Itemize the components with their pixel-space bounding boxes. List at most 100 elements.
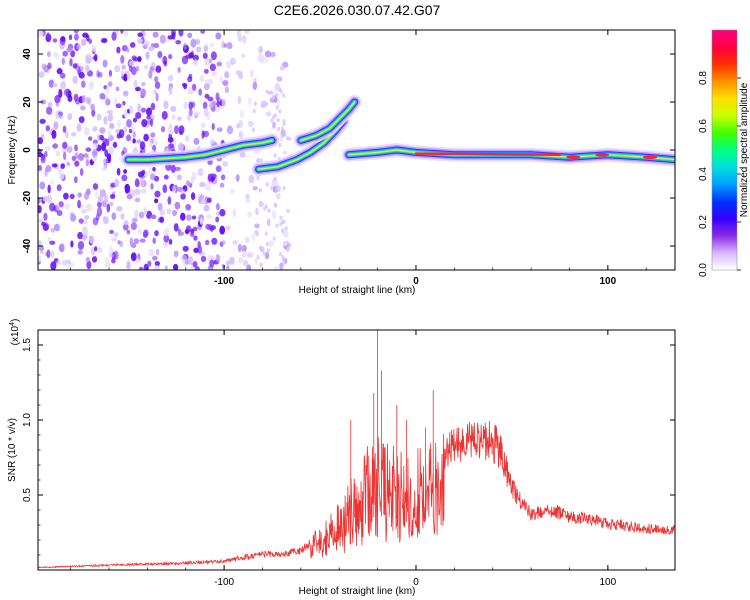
noise-speckle bbox=[265, 111, 272, 117]
noise-speckle bbox=[134, 188, 141, 196]
noise-speckle bbox=[177, 186, 183, 192]
noise-speckle bbox=[119, 240, 124, 248]
noise-speckle bbox=[211, 122, 215, 131]
top-y-tick-label: 40 bbox=[22, 48, 33, 60]
noise-speckle bbox=[207, 96, 214, 102]
noise-speckle bbox=[154, 140, 158, 146]
ridge-peak bbox=[643, 155, 658, 159]
noise-speckle bbox=[215, 92, 220, 102]
noise-speckle bbox=[150, 132, 156, 138]
noise-speckle bbox=[126, 47, 130, 53]
noise-speckle bbox=[131, 123, 135, 133]
noise-speckle bbox=[106, 109, 113, 115]
noise-speckle bbox=[226, 42, 233, 50]
noise-speckle bbox=[155, 65, 162, 73]
noise-speckle bbox=[83, 227, 89, 237]
chart-title: C2E6.2026.030.07.42.G07 bbox=[274, 2, 441, 18]
noise-speckle bbox=[178, 30, 184, 37]
noise-speckle bbox=[149, 66, 155, 73]
noise-speckle bbox=[226, 265, 230, 270]
noise-speckle bbox=[209, 43, 215, 48]
noise-speckle bbox=[192, 54, 200, 61]
noise-speckle bbox=[206, 214, 213, 219]
noise-speckle bbox=[159, 216, 165, 223]
noise-speckle bbox=[181, 254, 187, 262]
noise-speckle bbox=[131, 66, 137, 76]
noise-speckle bbox=[155, 248, 160, 256]
ridge-peak bbox=[595, 153, 610, 157]
noise-speckle bbox=[60, 80, 67, 90]
noise-speckle bbox=[154, 198, 159, 204]
bottom-x-axis-label: Height of straight line (km) bbox=[299, 586, 416, 597]
noise-speckle bbox=[226, 260, 231, 266]
noise-speckle bbox=[144, 40, 150, 48]
noise-speckle bbox=[274, 185, 281, 193]
noise-speckle bbox=[252, 185, 258, 191]
noise-speckle bbox=[173, 223, 179, 232]
noise-speckle bbox=[236, 30, 241, 37]
noise-speckle bbox=[202, 130, 210, 138]
noise-speckle bbox=[170, 30, 176, 37]
noise-speckle bbox=[209, 225, 214, 232]
noise-speckle bbox=[229, 256, 235, 265]
noise-speckle bbox=[264, 231, 268, 236]
noise-speckle bbox=[193, 137, 200, 145]
noise-speckle bbox=[279, 89, 283, 94]
noise-speckle bbox=[73, 93, 79, 102]
noise-speckle bbox=[97, 195, 103, 203]
noise-speckle bbox=[51, 129, 57, 139]
noise-speckle bbox=[276, 117, 280, 123]
noise-speckle bbox=[252, 108, 256, 114]
noise-speckle bbox=[248, 96, 252, 106]
noise-speckle bbox=[107, 113, 114, 122]
noise-speckle bbox=[126, 119, 132, 128]
noise-speckle bbox=[123, 30, 129, 38]
noise-speckle bbox=[157, 51, 163, 59]
noise-speckle bbox=[138, 266, 144, 270]
noise-speckle bbox=[288, 136, 292, 141]
noise-speckle bbox=[247, 120, 254, 128]
noise-speckle bbox=[46, 51, 51, 58]
noise-speckle bbox=[275, 193, 281, 200]
noise-speckle bbox=[152, 166, 156, 172]
noise-speckle bbox=[281, 257, 286, 262]
noise-speckle bbox=[52, 82, 58, 88]
noise-speckle bbox=[145, 107, 153, 116]
noise-speckle bbox=[166, 208, 172, 215]
noise-speckle bbox=[191, 83, 197, 91]
noise-speckle bbox=[168, 143, 174, 149]
noise-speckle bbox=[264, 101, 269, 107]
noise-speckle bbox=[204, 58, 211, 66]
noise-speckle bbox=[41, 133, 45, 139]
noise-speckle bbox=[272, 236, 276, 241]
snr-panel: -100 0 100 0.5 1.0 1.5 Height of straigh… bbox=[7, 319, 676, 597]
noise-speckle bbox=[273, 202, 277, 207]
noise-speckle bbox=[267, 218, 271, 227]
noise-speckle bbox=[152, 31, 159, 38]
top-y-axis-label: Frequency (Hz) bbox=[7, 116, 18, 185]
bottom-y-tick-label: 1.5 bbox=[22, 338, 33, 352]
noise-speckle bbox=[57, 167, 63, 175]
noise-speckle bbox=[81, 94, 86, 104]
noise-speckle bbox=[266, 248, 270, 253]
noise-speckle bbox=[43, 212, 48, 221]
noise-speckle bbox=[181, 189, 186, 194]
noise-speckle bbox=[209, 139, 216, 145]
noise-speckle bbox=[94, 191, 99, 199]
noise-speckle bbox=[152, 255, 158, 261]
noise-speckle bbox=[193, 235, 198, 241]
noise-speckle bbox=[200, 30, 206, 34]
noise-speckle bbox=[51, 163, 58, 168]
noise-speckle bbox=[84, 215, 90, 220]
noise-speckle bbox=[194, 38, 201, 45]
noise-speckle bbox=[167, 136, 174, 143]
noise-speckle bbox=[241, 244, 247, 253]
noise-speckle bbox=[154, 190, 161, 198]
noise-speckle bbox=[108, 69, 113, 77]
noise-speckle bbox=[47, 101, 53, 108]
noise-speckle bbox=[220, 174, 226, 181]
noise-speckle bbox=[193, 59, 198, 66]
noise-speckle bbox=[199, 217, 204, 225]
noise-speckle bbox=[96, 69, 100, 78]
noise-speckle bbox=[175, 40, 182, 45]
